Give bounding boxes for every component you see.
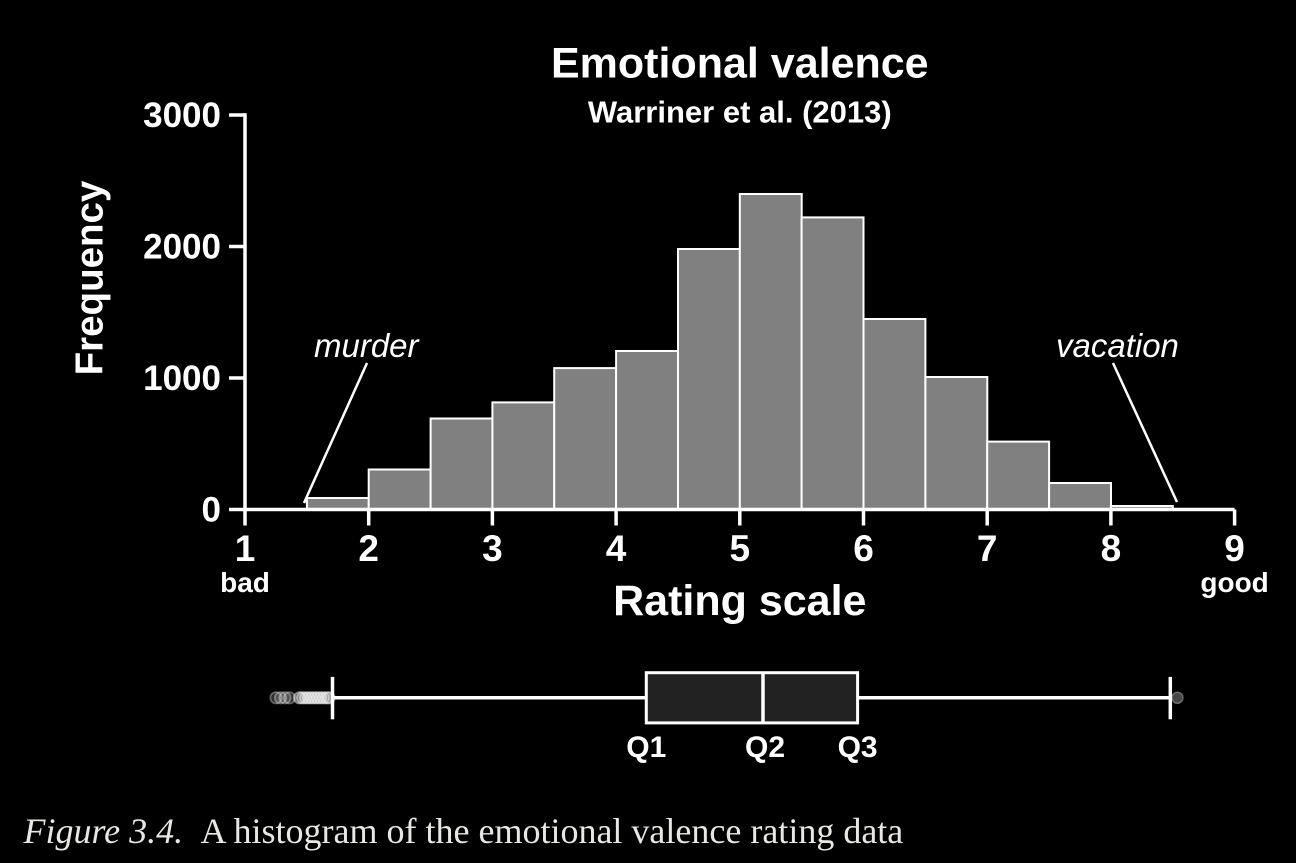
svg-text:Warriner et al. (2013): Warriner et al. (2013) xyxy=(588,95,892,130)
svg-text:Q3: Q3 xyxy=(838,731,878,764)
svg-text:murder: murder xyxy=(314,327,421,364)
svg-text:Figure 3.4.A histogram of the: Figure 3.4. A histogram of the emotional … xyxy=(23,811,904,851)
svg-text:bad: bad xyxy=(220,567,270,598)
svg-text:7: 7 xyxy=(977,528,998,569)
svg-text:3: 3 xyxy=(482,528,503,569)
svg-text:2: 2 xyxy=(358,528,379,569)
svg-text:1000: 1000 xyxy=(143,359,221,398)
svg-text:0: 0 xyxy=(202,491,221,530)
svg-text:1: 1 xyxy=(235,528,256,569)
svg-text:8: 8 xyxy=(1101,528,1122,569)
svg-text:2000: 2000 xyxy=(143,228,221,267)
svg-text:vacation: vacation xyxy=(1056,327,1179,364)
svg-text:Q2: Q2 xyxy=(745,731,785,764)
svg-text:5: 5 xyxy=(730,528,751,569)
svg-text:9: 9 xyxy=(1224,528,1245,569)
svg-text:4: 4 xyxy=(606,528,627,569)
svg-text:3000: 3000 xyxy=(143,96,221,135)
svg-text:good: good xyxy=(1200,567,1268,598)
svg-text:Emotional valence: Emotional valence xyxy=(551,40,929,88)
svg-text:Rating scale: Rating scale xyxy=(613,577,866,625)
svg-text:6: 6 xyxy=(853,528,874,569)
svg-text:Frequency: Frequency xyxy=(69,180,112,375)
svg-text:Q1: Q1 xyxy=(626,731,666,764)
